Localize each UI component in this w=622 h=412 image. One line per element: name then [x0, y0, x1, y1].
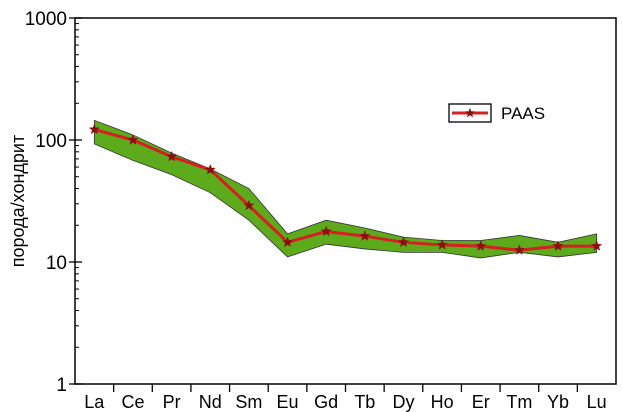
marker-eu — [281, 236, 294, 248]
y-tick-label: 100 — [35, 131, 67, 152]
x-tick-label-yb: Yb — [547, 392, 569, 412]
x-tick-label-er: Er — [472, 392, 490, 412]
marker-lu — [591, 240, 603, 251]
marker-nd — [204, 163, 216, 175]
x-tick-label-gd: Gd — [314, 392, 338, 412]
x-tick-label-nd: Nd — [199, 392, 222, 412]
y-tick-label: 1 — [56, 375, 67, 396]
marker-pr — [165, 150, 178, 162]
x-tick-label-pr: Pr — [163, 392, 181, 412]
x-tick-label-la: La — [84, 392, 105, 412]
envelope-band — [93, 119, 598, 259]
marker-yb — [552, 240, 564, 251]
plot-area — [74, 17, 617, 385]
y-tick-label: 1000 — [25, 9, 67, 30]
legend-label-paas: PAAS — [501, 104, 545, 123]
series-markers — [88, 123, 603, 255]
legend-swatch-box — [448, 103, 492, 123]
marker-tb — [359, 230, 371, 241]
series-line-paas — [93, 128, 597, 252]
y-axis: 1 10 100 1000 — [25, 9, 82, 396]
x-tick-label-lu: Lu — [587, 392, 607, 412]
marker-ce — [127, 134, 139, 145]
x-axis: La Ce Pr Nd Sm Eu Gd Tb Dy Ho Er Tm Yb Lu — [84, 384, 607, 412]
x-tick-label-eu: Eu — [277, 392, 299, 412]
x-tick-label-sm: Sm — [235, 392, 262, 412]
marker-dy — [397, 236, 410, 248]
marker-gd — [320, 225, 332, 237]
x-tick-label-ho: Ho — [431, 392, 454, 412]
marker-sm — [243, 199, 255, 211]
x-tick-label-tm: Tm — [506, 392, 532, 412]
x-tick-label-dy: Dy — [392, 392, 414, 412]
marker-la — [88, 123, 100, 135]
y-tick-label: 10 — [46, 253, 67, 274]
plot-frame — [74, 17, 617, 385]
marker-er — [475, 240, 487, 251]
legend-star-icon — [465, 107, 475, 118]
legend: PAAS — [448, 103, 545, 123]
y-axis-title: порода/хондрит — [8, 135, 28, 267]
marker-ho — [436, 239, 448, 250]
x-tick-label-ce: Ce — [121, 392, 144, 412]
marker-tm — [513, 244, 526, 255]
x-tick-label-tb: Tb — [354, 392, 375, 412]
